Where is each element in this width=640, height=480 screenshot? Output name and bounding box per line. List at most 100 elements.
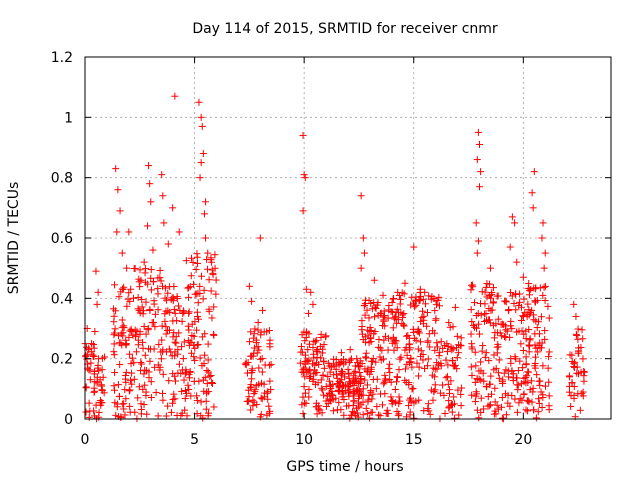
data-point — [356, 369, 364, 377]
data-point — [147, 274, 155, 282]
data-point — [417, 347, 425, 355]
data-point — [131, 326, 139, 334]
data-point — [138, 296, 146, 304]
data-point — [424, 355, 432, 363]
data-point — [381, 371, 389, 379]
data-point — [477, 358, 485, 366]
data-point — [476, 183, 483, 191]
data-point — [125, 387, 133, 395]
y-tick-label: 0 — [64, 412, 73, 428]
data-point — [142, 298, 150, 306]
data-point — [199, 414, 207, 422]
y-tick-labels: 0 0.2 0.4 0.6 0.8 1 1.2 — [51, 50, 73, 428]
data-point — [378, 401, 386, 409]
data-point — [545, 314, 553, 322]
data-point — [510, 299, 518, 307]
data-point — [573, 332, 581, 340]
data-point — [473, 156, 481, 164]
data-point — [151, 310, 159, 318]
data-point — [541, 282, 549, 290]
data-point — [332, 362, 340, 370]
data-point — [110, 348, 118, 356]
data-point — [184, 322, 192, 330]
data-point — [145, 368, 153, 376]
data-point — [208, 258, 216, 266]
data-point — [305, 393, 313, 401]
x-tick-label: 15 — [405, 432, 423, 448]
data-point — [128, 369, 136, 377]
data-point — [345, 383, 353, 391]
data-point — [114, 381, 122, 389]
data-point — [481, 353, 489, 361]
data-point — [407, 355, 415, 363]
data-point — [441, 410, 449, 418]
x-tick-label: 0 — [81, 432, 90, 448]
data-point — [391, 386, 399, 394]
data-point — [90, 412, 98, 420]
data-point — [490, 351, 498, 359]
data-point — [429, 396, 437, 404]
data-point — [146, 305, 154, 313]
data-point — [152, 389, 160, 397]
data-point — [442, 356, 450, 364]
data-point — [318, 386, 326, 394]
data-point — [310, 366, 318, 374]
data-point — [472, 362, 480, 370]
data-point — [473, 375, 481, 383]
data-point — [520, 378, 528, 386]
data-point — [513, 258, 521, 266]
data-point — [385, 364, 393, 372]
data-point — [127, 376, 135, 384]
data-point — [514, 366, 522, 374]
data-point — [422, 300, 430, 308]
data-point — [531, 341, 539, 349]
data-point — [366, 414, 374, 422]
data-point — [457, 402, 465, 410]
data-point — [532, 298, 540, 306]
data-point — [495, 356, 503, 364]
data-point — [406, 394, 414, 402]
data-point — [92, 401, 100, 409]
data-point — [345, 392, 353, 400]
data-point — [481, 300, 489, 308]
data-point — [325, 377, 333, 385]
data-point — [415, 372, 423, 380]
data-point — [524, 368, 532, 376]
data-point — [458, 384, 466, 392]
data-point — [306, 374, 314, 382]
data-point — [189, 258, 197, 266]
data-point — [134, 305, 142, 313]
data-point — [368, 395, 376, 403]
data-point — [535, 330, 543, 338]
data-point — [259, 306, 267, 314]
data-point — [248, 369, 256, 377]
data-point — [467, 306, 475, 314]
data-point — [520, 295, 528, 303]
data-point — [532, 285, 540, 293]
data-point — [395, 366, 403, 374]
data-point — [205, 276, 213, 284]
data-point — [426, 410, 434, 418]
data-point — [501, 333, 509, 341]
data-point — [491, 398, 499, 406]
data-point — [451, 303, 459, 311]
data-point — [301, 360, 309, 368]
data-point — [415, 329, 423, 337]
data-point — [415, 297, 423, 305]
data-point — [204, 265, 212, 273]
data-point — [531, 359, 539, 367]
data-point — [300, 171, 308, 179]
data-point — [86, 376, 94, 384]
data-point — [110, 340, 118, 348]
data-point — [194, 259, 202, 267]
data-point — [133, 327, 141, 335]
data-point — [529, 384, 537, 392]
data-point — [172, 339, 180, 347]
data-point — [144, 280, 152, 288]
data-point — [183, 390, 191, 398]
data-point — [545, 406, 553, 414]
data-point — [421, 288, 429, 296]
data-point — [409, 299, 417, 307]
data-point — [190, 353, 198, 361]
data-point — [116, 207, 124, 215]
